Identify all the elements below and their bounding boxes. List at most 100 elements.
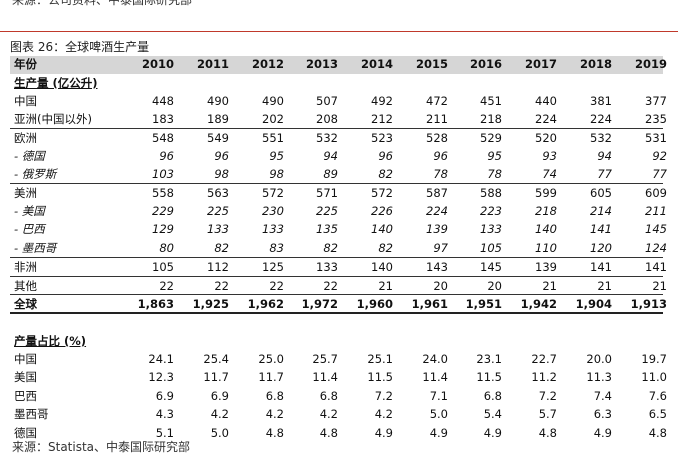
table-cell: 4.8 bbox=[265, 426, 284, 440]
table-cell: 6.9 bbox=[155, 389, 174, 403]
table-cell: 490 bbox=[207, 94, 229, 108]
table-cell: 4.3 bbox=[155, 407, 174, 421]
figure-title: 图表 26：全球啤酒生产量 bbox=[10, 40, 150, 54]
table-cell: 110 bbox=[535, 241, 557, 255]
table-cell: 6.5 bbox=[648, 407, 667, 421]
table-cell: 94 bbox=[597, 149, 612, 163]
table-cell: 133 bbox=[262, 222, 284, 236]
table-cell: 1,962 bbox=[247, 297, 284, 311]
table-cell: 141 bbox=[590, 260, 612, 274]
table-cell: 229 bbox=[152, 204, 174, 218]
section-title-row: 产量占比 (%) bbox=[10, 332, 663, 350]
table-cell: 139 bbox=[535, 260, 557, 274]
table-cell: 21 bbox=[542, 279, 557, 293]
row-divider bbox=[10, 128, 663, 129]
table-cell: 93 bbox=[542, 149, 557, 163]
table-cell: 377 bbox=[645, 94, 667, 108]
table-row: - 巴西 129 133 133 135 140 139 133 140 141 145 bbox=[10, 220, 667, 238]
table-cell: 11.4 bbox=[312, 370, 338, 384]
table-cell: 1,961 bbox=[411, 297, 448, 311]
table-cell: 82 bbox=[214, 241, 229, 255]
table-cell: 20 bbox=[433, 279, 448, 293]
table-cell: 24.1 bbox=[148, 352, 174, 366]
table-cell: 141 bbox=[590, 222, 612, 236]
table-cell: 11.2 bbox=[531, 370, 557, 384]
table-cell: 12.3 bbox=[148, 370, 174, 384]
table-cell: 98 bbox=[269, 167, 284, 181]
table-cell: 226 bbox=[371, 204, 393, 218]
table-cell: 605 bbox=[590, 186, 612, 200]
table-row: - 俄罗斯 103 98 98 89 82 78 78 74 77 77 bbox=[10, 165, 667, 183]
table-cell: 98 bbox=[214, 167, 229, 181]
table-cell: 223 bbox=[480, 204, 502, 218]
table-cell: 97 bbox=[433, 241, 448, 255]
table-cell: 5.4 bbox=[483, 407, 502, 421]
table-cell: 21 bbox=[652, 279, 667, 293]
table-cell: 211 bbox=[426, 112, 448, 126]
table-cell: 129 bbox=[152, 222, 174, 236]
table-cell: 78 bbox=[487, 167, 502, 181]
table-cell: 5.1 bbox=[155, 426, 174, 440]
table-cell: 145 bbox=[480, 260, 502, 274]
table-cell: 7.4 bbox=[593, 389, 612, 403]
year-header: 2017 bbox=[524, 57, 557, 71]
table-cell: 507 bbox=[316, 94, 338, 108]
header-label: 年份 bbox=[14, 57, 37, 71]
table-cell: 4.9 bbox=[593, 426, 612, 440]
table-cell: 82 bbox=[378, 241, 393, 255]
table-cell: 224 bbox=[535, 112, 557, 126]
row-divider bbox=[10, 294, 663, 295]
table-cell: 25.1 bbox=[367, 352, 393, 366]
table-cell: 218 bbox=[480, 112, 502, 126]
table-cell: 4.9 bbox=[483, 426, 502, 440]
table-cell: 563 bbox=[207, 186, 229, 200]
table-cell: 571 bbox=[316, 186, 338, 200]
table-cell: 4.9 bbox=[374, 426, 393, 440]
table-cell: 1,960 bbox=[356, 297, 393, 311]
row-label: 全球 bbox=[14, 297, 37, 311]
table-cell: 105 bbox=[480, 241, 502, 255]
table-cell: 22 bbox=[269, 279, 284, 293]
table-row: 全球 1,863 1,925 1,962 1,972 1,960 1,961 1,951 1,9… bbox=[10, 295, 667, 313]
table-cell: 6.9 bbox=[210, 389, 229, 403]
table-cell: 140 bbox=[535, 222, 557, 236]
table-row: 美国 12.3 11.7 11.7 11.4 11.5 11.4 11.5 11.2 11.3 11… bbox=[10, 368, 667, 386]
table-cell: 451 bbox=[480, 94, 502, 108]
table-cell: 25.7 bbox=[312, 352, 338, 366]
table-cell: 22 bbox=[323, 279, 338, 293]
table-cell: 96 bbox=[378, 149, 393, 163]
table-cell: 135 bbox=[316, 222, 338, 236]
table-cell: 21 bbox=[378, 279, 393, 293]
table-cell: 440 bbox=[535, 94, 557, 108]
table-cell: 11.5 bbox=[476, 370, 502, 384]
table-cell: 22 bbox=[159, 279, 174, 293]
table-cell: 7.6 bbox=[648, 389, 667, 403]
table-cell: 1,951 bbox=[465, 297, 502, 311]
year-header: 2019 bbox=[634, 57, 667, 71]
row-divider bbox=[10, 276, 663, 277]
table-cell: 4.8 bbox=[538, 426, 557, 440]
section-title-share: 产量占比 (%) bbox=[14, 334, 87, 348]
table-cell: 492 bbox=[371, 94, 393, 108]
table-cell: 230 bbox=[262, 204, 284, 218]
table-row: 欧洲 548 549 551 532 523 528 529 520 532 531 bbox=[10, 129, 667, 147]
table-cell: 96 bbox=[214, 149, 229, 163]
table-cell: 19.7 bbox=[641, 352, 667, 366]
table-cell: 82 bbox=[323, 241, 338, 255]
table-cell: 225 bbox=[207, 204, 229, 218]
table-cell: 11.7 bbox=[258, 370, 284, 384]
row-label: 欧洲 bbox=[14, 131, 37, 145]
table-cell: 24.0 bbox=[422, 352, 448, 366]
table-cell: 235 bbox=[645, 112, 667, 126]
row-divider bbox=[10, 257, 663, 258]
table-cell: 78 bbox=[433, 167, 448, 181]
table-cell: 89 bbox=[323, 167, 338, 181]
table-cell: 1,863 bbox=[137, 297, 174, 311]
table-cell: 5.0 bbox=[210, 426, 229, 440]
table-bottom-border bbox=[10, 312, 663, 314]
source-note-top: 来源：公司资料、中泰国际研究部 bbox=[12, 0, 193, 7]
table-cell: 4.2 bbox=[374, 407, 393, 421]
table-row: 亚洲(中国以外) 183 189 202 208 212 211 218 224 224 235 bbox=[10, 110, 667, 128]
table-cell: 490 bbox=[262, 94, 284, 108]
table-cell: 572 bbox=[371, 186, 393, 200]
